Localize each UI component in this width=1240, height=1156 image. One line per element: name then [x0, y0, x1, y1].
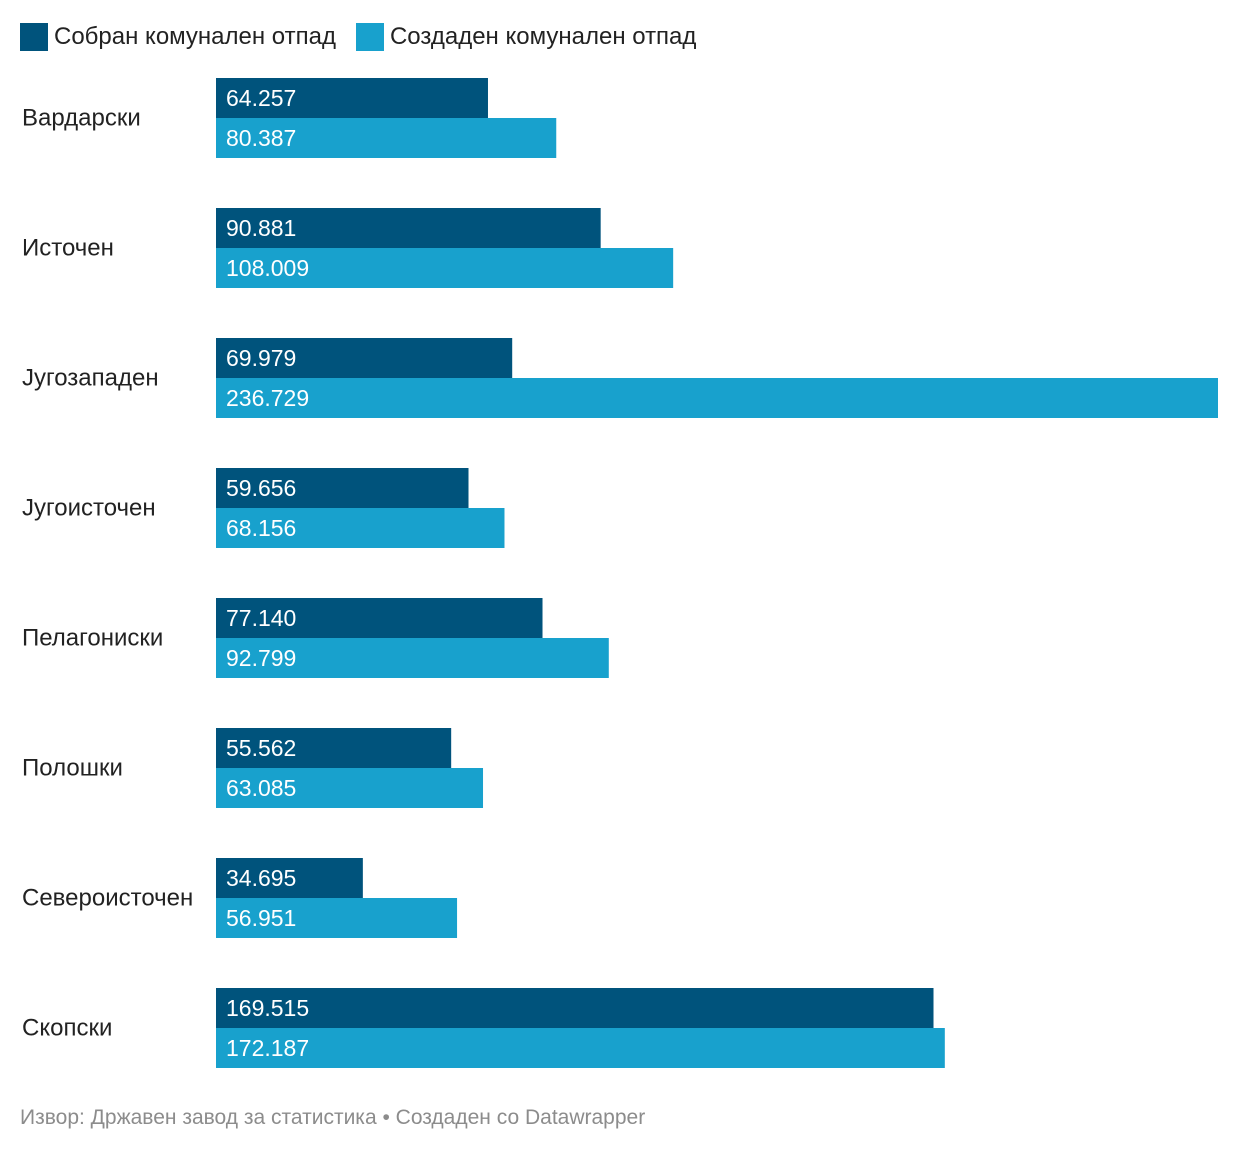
category-label: Југозападен: [22, 365, 159, 392]
category-label: Источен: [22, 235, 114, 262]
bar-collected: [216, 988, 934, 1028]
category-label: Пелагониски: [22, 625, 163, 652]
bar-chart: Вардарски 64.257 80.387 Источен 90.881 108.00…: [22, 78, 1218, 1068]
value-label-collected: 59.656: [226, 475, 296, 501]
legend-label-collected: Собран комунален отпад: [54, 23, 336, 50]
value-label-collected: 69.979: [226, 345, 296, 371]
bar-generated: [216, 638, 609, 678]
source-footer: Извор: Државен завод за статистика • Соз…: [20, 1106, 646, 1129]
value-label-collected: 64.257: [226, 85, 296, 111]
legend-item-generated: Создаден комунален отпад: [355, 23, 697, 51]
bar-collected: [216, 338, 513, 378]
category-label: Скопски: [22, 1015, 112, 1042]
value-label-collected: 55.562: [226, 735, 296, 761]
bar-generated: [216, 1028, 945, 1068]
bar-generated: [216, 378, 1218, 418]
bar-group: Полошки 55.562 63.085: [22, 728, 484, 808]
chart-legend: Собран комунален отпад Создаден комунале…: [20, 22, 716, 52]
value-label-generated: 63.085: [226, 775, 296, 801]
bar-generated: [216, 898, 458, 938]
value-label-collected: 169.515: [226, 995, 309, 1021]
bar-generated: [216, 508, 505, 548]
bar-group: Југозападен 69.979 236.729: [22, 338, 1218, 418]
bar-collected: [216, 78, 488, 118]
bar-group: Источен 90.881 108.009: [22, 208, 674, 288]
category-label: Североисточен: [22, 885, 193, 912]
legend-swatch-generated: [355, 23, 384, 51]
bar-group: Пелагониски 77.140 92.799: [22, 598, 609, 678]
bar-collected: [216, 598, 543, 638]
value-label-generated: 92.799: [226, 645, 296, 671]
bar-collected: [216, 208, 601, 248]
bar-group: Вардарски 64.257 80.387: [22, 78, 557, 158]
legend-item-collected: Собран комунален отпад: [20, 23, 336, 51]
value-label-collected: 34.695: [226, 865, 296, 891]
value-label-collected: 90.881: [226, 215, 296, 241]
legend-swatch-collected: [20, 23, 48, 51]
value-label-generated: 172.187: [226, 1035, 309, 1061]
value-label-generated: 56.951: [226, 905, 296, 931]
bar-collected: [216, 858, 363, 898]
category-label: Југоисточен: [22, 495, 156, 522]
bar-generated: [216, 118, 557, 158]
value-label-generated: 236.729: [226, 385, 309, 411]
bar-group: Југоисточен 59.656 68.156: [22, 468, 505, 548]
bar-group: Скопски 169.515 172.187: [22, 988, 945, 1068]
value-label-generated: 108.009: [226, 255, 309, 281]
value-label-collected: 77.140: [226, 605, 296, 631]
value-label-generated: 68.156: [226, 515, 296, 541]
category-label: Вардарски: [22, 105, 141, 132]
bar-generated: [216, 248, 674, 288]
bar-collected: [216, 728, 452, 768]
bar-collected: [216, 468, 469, 508]
category-label: Полошки: [22, 755, 123, 782]
bar-generated: [216, 768, 484, 808]
value-label-generated: 80.387: [226, 125, 296, 151]
bar-group: Североисточен 34.695 56.951: [22, 858, 458, 938]
legend-label-generated: Создаден комунален отпад: [389, 23, 697, 50]
